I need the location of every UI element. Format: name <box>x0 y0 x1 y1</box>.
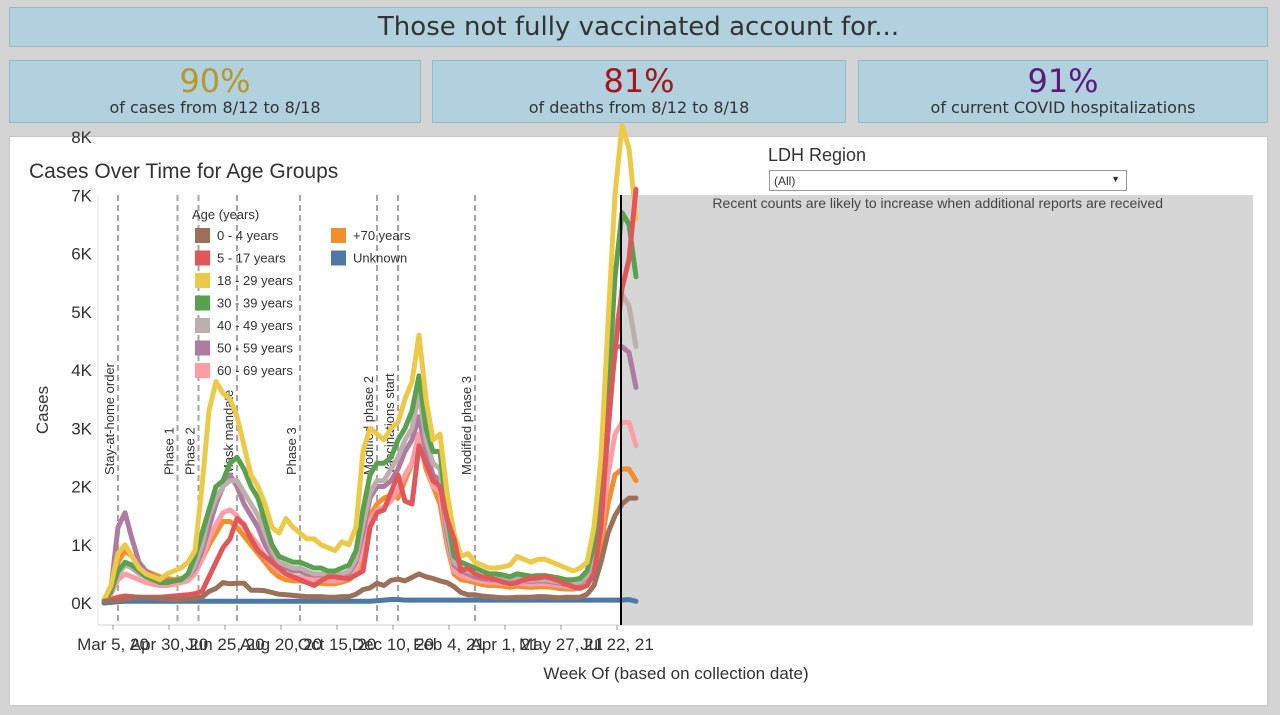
legend-swatch <box>195 340 210 356</box>
event-label: Phase 3 <box>284 427 299 475</box>
stat-value: 90% <box>179 62 251 100</box>
event-label: Phase 1 <box>162 427 177 475</box>
region-filter-label: LDH Region <box>768 145 867 165</box>
legend-swatch <box>195 295 210 311</box>
y-tick-label: 2K <box>71 478 92 497</box>
bottom-strip <box>0 706 1280 715</box>
legend-label: Unknown <box>353 251 407 266</box>
series-line <box>101 186 639 605</box>
y-tick-label: 3K <box>71 419 92 438</box>
series-line <box>101 597 639 606</box>
legend-label: 0 - 4 years <box>217 228 279 243</box>
series-line <box>101 291 639 604</box>
x-tick-label: Apr 30, 20 <box>130 635 208 654</box>
event-label: Stay-at-home order <box>102 362 117 475</box>
x-tick-label: Dec 10, 20 <box>352 635 434 654</box>
banner-title: Those not fully vaccinated account for..… <box>377 12 900 42</box>
legend-swatch <box>195 273 210 288</box>
legend-label: +70 years <box>353 228 411 243</box>
x-tick-label: May 27, 21 <box>519 635 603 654</box>
stat-label: of deaths from 8/12 to 8/18 <box>528 98 750 117</box>
legend-swatch <box>195 228 210 243</box>
stat-value: 91% <box>1027 62 1099 100</box>
legend-swatch <box>331 250 346 266</box>
region-dropdown[interactable]: (All) ▼ <box>769 170 1127 191</box>
legend-label: 40 - 49 years <box>217 318 293 333</box>
stat-value: 81% <box>603 62 675 100</box>
legend-label: 30 - 39 years <box>217 296 293 311</box>
series-line <box>101 419 639 604</box>
stat-card-hospitalizations: 91% of current COVID hospitalizations <box>858 60 1268 123</box>
legend-swatch <box>195 363 210 378</box>
incomplete-data-shade <box>621 195 1253 625</box>
legend-swatch <box>195 250 210 266</box>
y-tick-label: 5K <box>71 303 92 322</box>
y-tick-label: 7K <box>71 186 92 205</box>
legend-swatch <box>195 318 210 333</box>
legend-label: 5 - 17 years <box>217 251 286 266</box>
legend-label: 18 - 29 years <box>217 273 293 288</box>
stat-label: of current COVID hospitalizations <box>930 98 1196 117</box>
x-tick-label: Jul 22, 21 <box>580 635 654 654</box>
x-tick-label: Feb 4, 21 <box>413 635 485 654</box>
y-axis-title: Cases <box>33 386 52 434</box>
legend-title: Age (years) <box>192 207 259 222</box>
y-tick-label: 8K <box>71 128 92 147</box>
x-axis-title: Week Of (based on collection date) <box>543 664 808 683</box>
recent-counts-note: Recent counts are likely to increase whe… <box>712 195 1163 211</box>
event-label: Modified phase 3 <box>459 376 474 475</box>
x-tick-label: Jun 25, 20 <box>185 635 264 654</box>
stat-label: of cases from 8/12 to 8/18 <box>109 98 321 117</box>
legend-label: 50 - 59 years <box>217 341 293 356</box>
y-tick-label: 6K <box>71 245 92 264</box>
x-tick-label: Aug 20, 20 <box>240 635 322 654</box>
series-line <box>101 122 639 603</box>
x-tick-label: Oct 15, 20 <box>298 635 376 654</box>
x-tick-label: Mar 5, 20 <box>77 635 149 654</box>
summary-banner: Those not fully vaccinated account for..… <box>9 7 1268 47</box>
legend-label: 60 - 69 years <box>217 363 293 378</box>
series-line <box>101 495 639 604</box>
y-tick-label: 0K <box>71 594 92 613</box>
stat-card-cases: 90% of cases from 8/12 to 8/18 <box>9 60 421 123</box>
chevron-down-icon[interactable]: ▼ <box>1111 174 1120 184</box>
event-label: Phase 2 <box>183 427 198 475</box>
x-tick-label: Apr 1, 21 <box>471 635 540 654</box>
legend-swatch <box>331 228 346 243</box>
y-tick-label: 4K <box>71 361 92 380</box>
y-tick-label: 1K <box>71 536 92 555</box>
stat-card-deaths: 81% of deaths from 8/12 to 8/18 <box>432 60 846 123</box>
region-selected-value: (All) <box>774 174 796 188</box>
chart-title: Cases Over Time for Age Groups <box>29 160 339 183</box>
